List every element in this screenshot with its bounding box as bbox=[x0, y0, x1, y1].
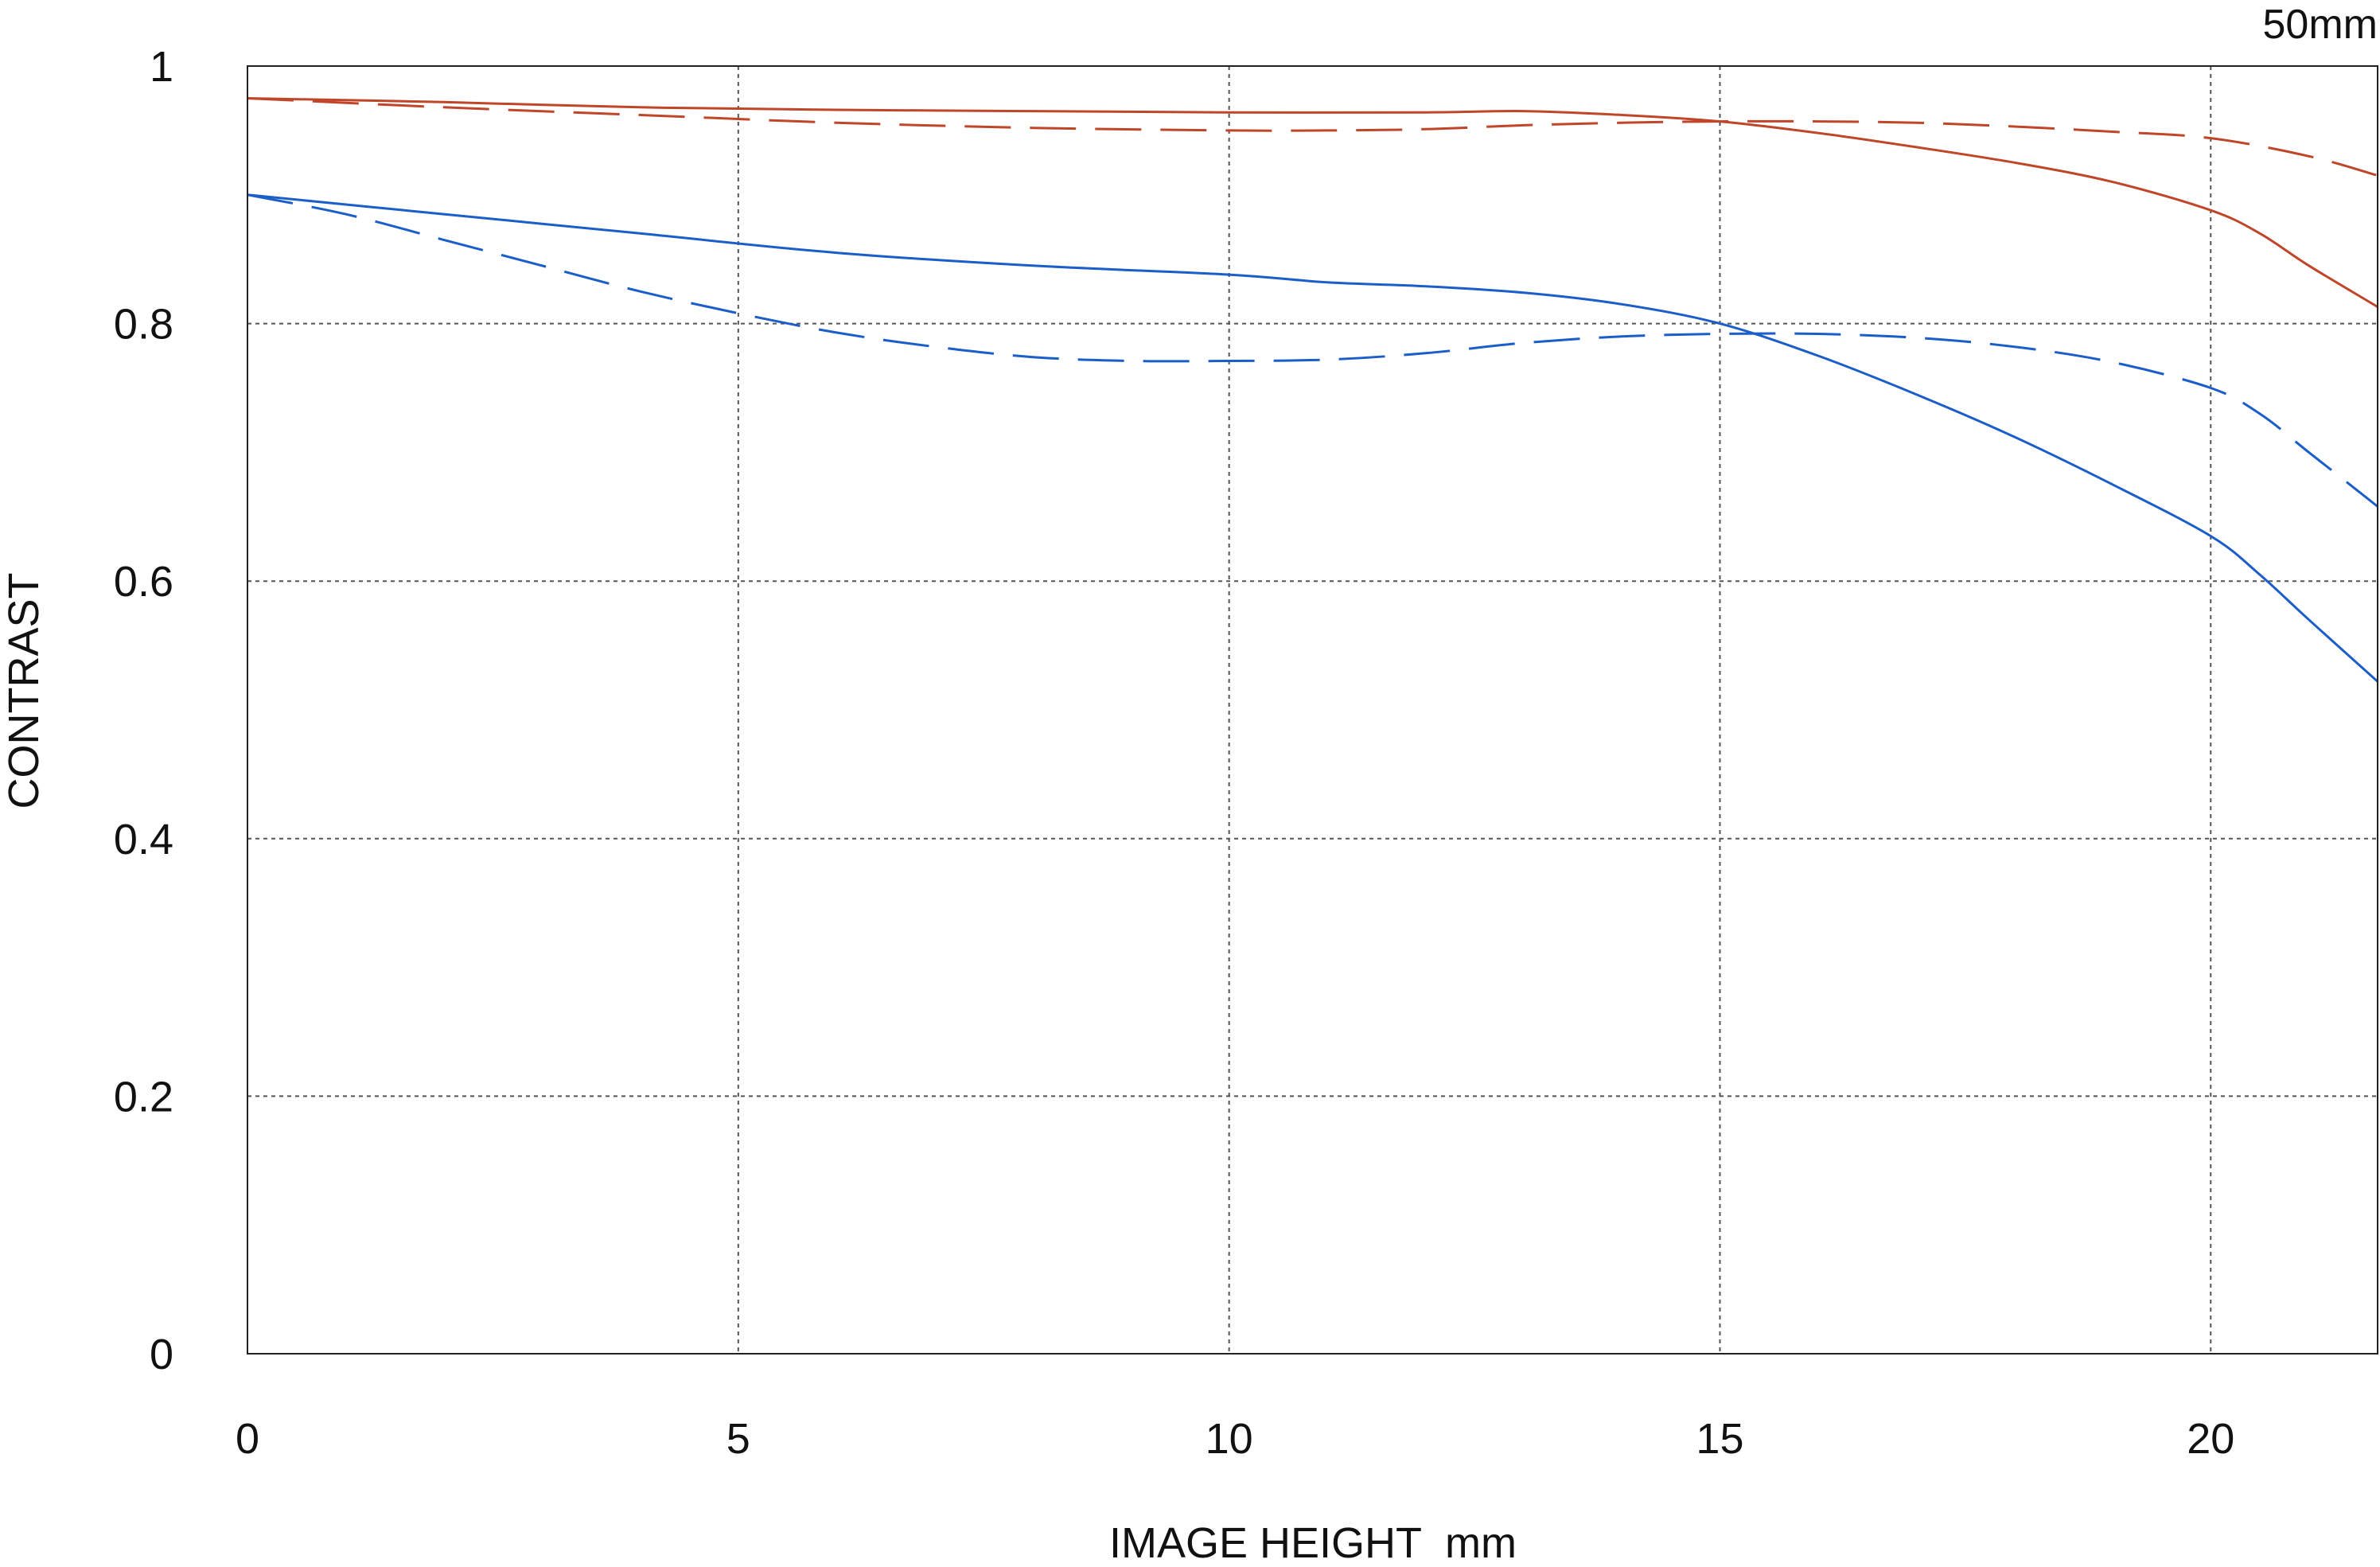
series-line-1 bbox=[247, 97, 2378, 308]
x-tick-label: 0 bbox=[236, 1415, 259, 1463]
x-tick-label: 5 bbox=[726, 1415, 750, 1463]
grid-layer bbox=[247, 66, 2378, 1354]
y-tick-label: 0.2 bbox=[114, 1073, 173, 1121]
tick-layer: 0 5 10 15 20 0 0.2 0.4 0.6 0.8 1 bbox=[114, 43, 2234, 1463]
x-axis-title: IMAGE HEIGHT mm bbox=[1109, 1519, 1517, 1563]
y-tick-label: 0.4 bbox=[114, 816, 173, 863]
series-line-2 bbox=[247, 97, 2378, 177]
y-tick-label: 1 bbox=[150, 43, 173, 91]
plot-frame bbox=[247, 65, 2378, 1355]
series-line-3 bbox=[247, 193, 2379, 683]
series-layer bbox=[247, 97, 2379, 683]
x-tick-label: 20 bbox=[2187, 1415, 2234, 1463]
y-tick-label: 0.8 bbox=[114, 301, 173, 349]
x-tick-label: 10 bbox=[1206, 1415, 1253, 1463]
y-tick-label: 0 bbox=[150, 1331, 173, 1378]
y-tick-label: 0.6 bbox=[114, 558, 173, 606]
y-axis-title: CONTRAST bbox=[0, 573, 48, 809]
corner-label: 50mm bbox=[2263, 2, 2378, 48]
series-line-4 bbox=[247, 193, 2378, 508]
x-tick-label: 15 bbox=[1696, 1415, 1743, 1463]
